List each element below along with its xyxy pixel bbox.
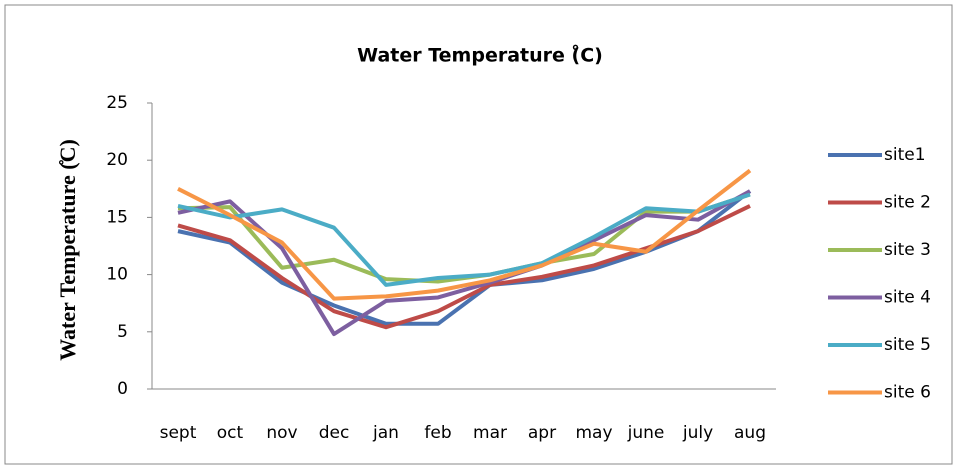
legend-label: site 6 xyxy=(884,383,931,403)
x-tick-label: july xyxy=(682,423,713,443)
x-tick-label: apr xyxy=(528,423,556,443)
x-tick-label: mar xyxy=(473,423,507,443)
y-axis-label: Water Temperature (̊C) xyxy=(55,139,80,361)
legend-label: site 5 xyxy=(884,335,931,355)
chart-title: Water Temperature (̊C) xyxy=(357,44,603,67)
y-tick-label: 15 xyxy=(106,207,128,227)
y-tick-label: 5 xyxy=(117,322,128,342)
x-tick-label: feb xyxy=(424,423,451,443)
legend-label: site1 xyxy=(884,145,926,165)
x-tick-label: aug xyxy=(734,423,766,443)
legend-label: site 3 xyxy=(884,240,931,260)
y-tick-label: 25 xyxy=(106,93,128,113)
x-tick-label: may xyxy=(575,423,612,443)
x-tick-label: oct xyxy=(217,423,244,443)
line-series xyxy=(177,189,751,337)
legend-label: site 4 xyxy=(884,288,931,308)
y-tick-label: 10 xyxy=(106,265,128,285)
x-tick-label: jan xyxy=(372,423,399,443)
y-tick-label: 0 xyxy=(117,379,128,399)
chart-frame xyxy=(4,4,953,465)
x-tick-label: june xyxy=(627,423,665,443)
line-series xyxy=(177,168,752,301)
x-tick-label: nov xyxy=(266,423,297,443)
x-tick-label: dec xyxy=(319,423,350,443)
line-series xyxy=(177,192,751,287)
y-tick-label: 20 xyxy=(106,150,128,170)
x-tick-label: sept xyxy=(160,423,197,443)
legend-label: site 2 xyxy=(884,193,931,213)
line-series xyxy=(177,189,752,326)
